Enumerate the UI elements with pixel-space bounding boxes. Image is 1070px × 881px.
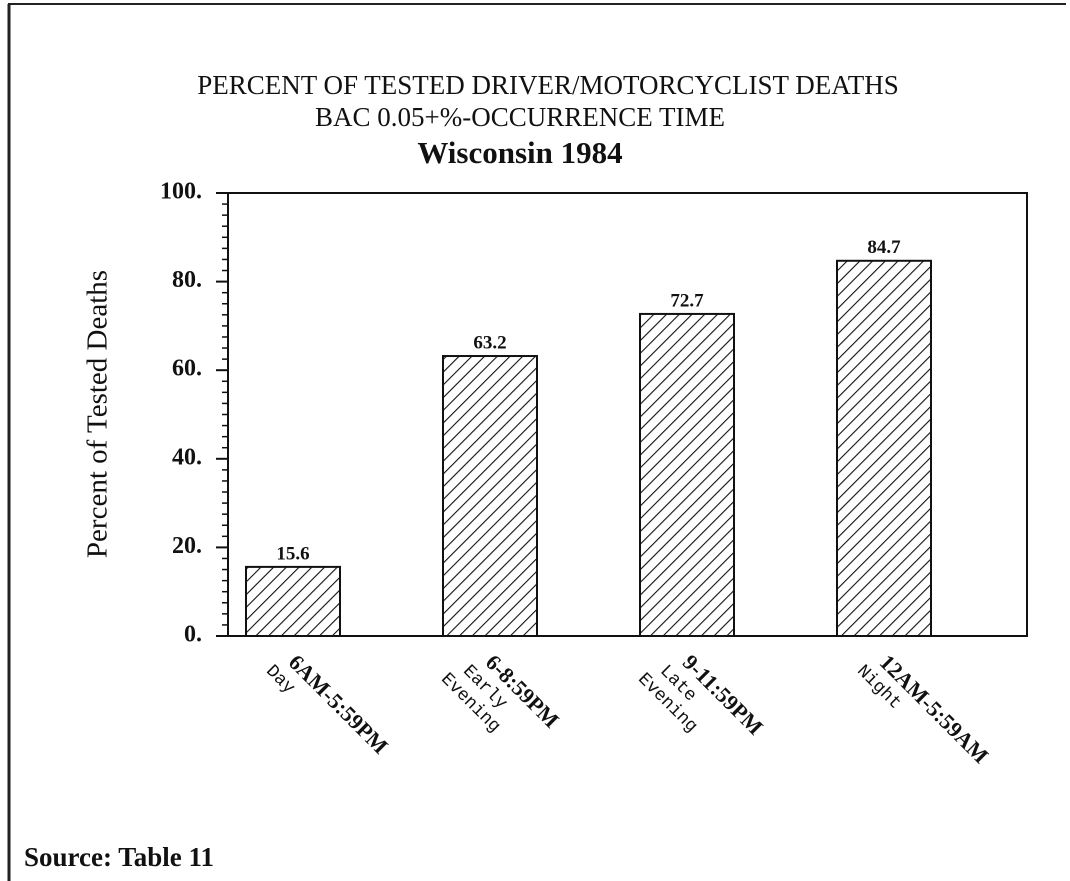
value-label: 84.7: [867, 237, 901, 258]
bar: [442, 355, 538, 637]
bar: [639, 312, 735, 637]
chart-subtitle: Wisconsin 1984: [417, 135, 622, 170]
source-note: Source: Table 11: [24, 842, 214, 872]
value-label: 63.2: [473, 332, 506, 353]
y-tick-label: 80.: [172, 267, 202, 293]
chart-title: PERCENT OF TESTED DRIVER/MOTORCYCLIST DE…: [197, 70, 899, 100]
y-tick-label: 20.: [172, 533, 202, 559]
bar: [836, 259, 932, 637]
x-tick-label: 6AM-5:59PM: [284, 649, 393, 758]
y-tick-label: 0.: [184, 622, 202, 648]
value-label: 15.6: [276, 543, 309, 564]
y-axis-label: Percent of Tested Deaths: [82, 270, 114, 558]
y-tick-label: 40.: [172, 444, 202, 470]
y-tick-label: 60.: [172, 356, 202, 382]
chart-title-line2: BAC 0.05+%-OCCURRENCE TIME: [315, 102, 725, 132]
bar: [245, 565, 341, 638]
y-tick-label: 100.: [160, 179, 202, 205]
value-label: 72.7: [670, 290, 704, 311]
